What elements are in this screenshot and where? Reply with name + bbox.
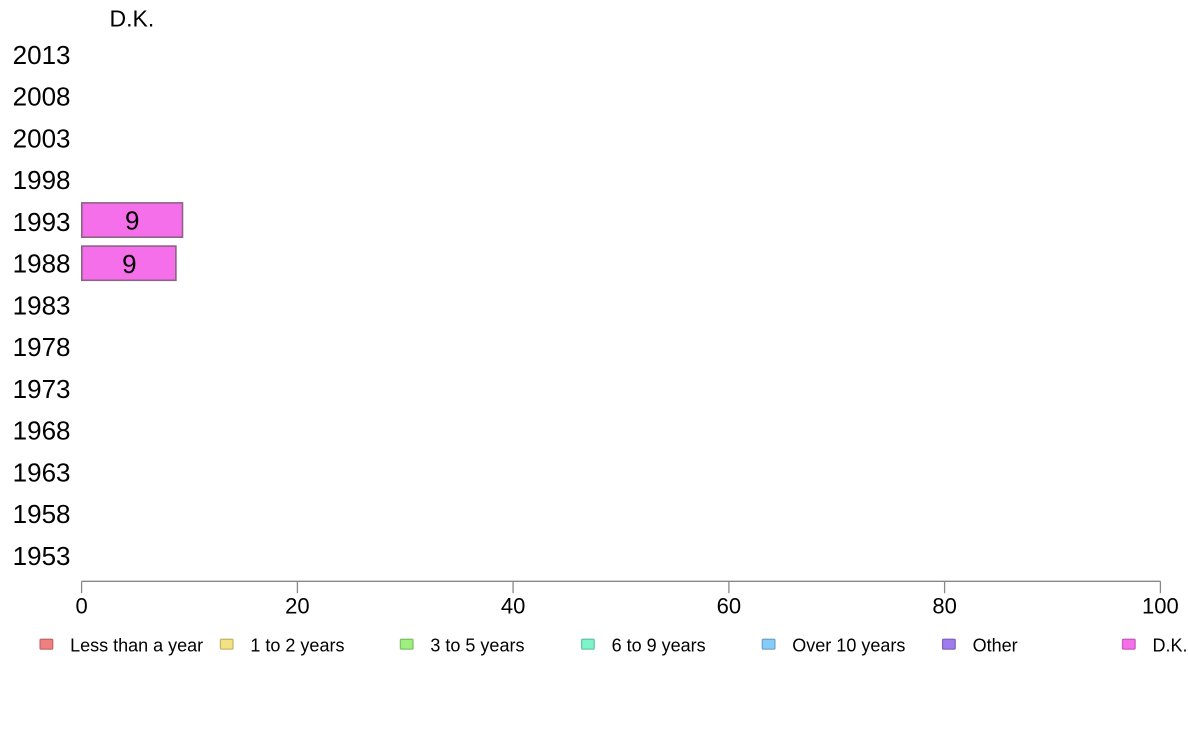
svg-text:20: 20	[285, 594, 309, 619]
svg-text:D.K.: D.K.	[1153, 636, 1188, 656]
svg-text:Less than a year: Less than a year	[70, 636, 203, 656]
svg-text:9: 9	[125, 206, 139, 236]
svg-text:9: 9	[122, 249, 136, 279]
svg-text:0: 0	[75, 594, 87, 619]
svg-text:1983: 1983	[13, 290, 71, 320]
svg-text:1958: 1958	[13, 499, 71, 529]
svg-text:40: 40	[501, 594, 525, 619]
svg-text:Other: Other	[973, 636, 1018, 656]
svg-text:100: 100	[1142, 594, 1179, 619]
svg-text:1978: 1978	[13, 332, 71, 362]
svg-text:1 to 2 years: 1 to 2 years	[250, 636, 344, 656]
svg-text:2013: 2013	[13, 40, 71, 70]
svg-text:1988: 1988	[13, 249, 71, 279]
svg-text:6 to 9 years: 6 to 9 years	[612, 636, 706, 656]
svg-text:2008: 2008	[13, 82, 71, 112]
svg-text:1953: 1953	[13, 541, 71, 571]
svg-text:D.K.: D.K.	[110, 6, 155, 32]
svg-text:60: 60	[717, 594, 741, 619]
svg-text:2003: 2003	[13, 123, 71, 153]
svg-text:1998: 1998	[13, 165, 71, 195]
svg-text:80: 80	[932, 594, 956, 619]
svg-text:3 to 5 years: 3 to 5 years	[430, 636, 524, 656]
svg-text:1968: 1968	[13, 416, 71, 446]
svg-text:1973: 1973	[13, 374, 71, 404]
svg-text:Over 10 years: Over 10 years	[792, 636, 905, 656]
svg-text:1963: 1963	[13, 458, 71, 488]
svg-text:1993: 1993	[13, 207, 71, 237]
